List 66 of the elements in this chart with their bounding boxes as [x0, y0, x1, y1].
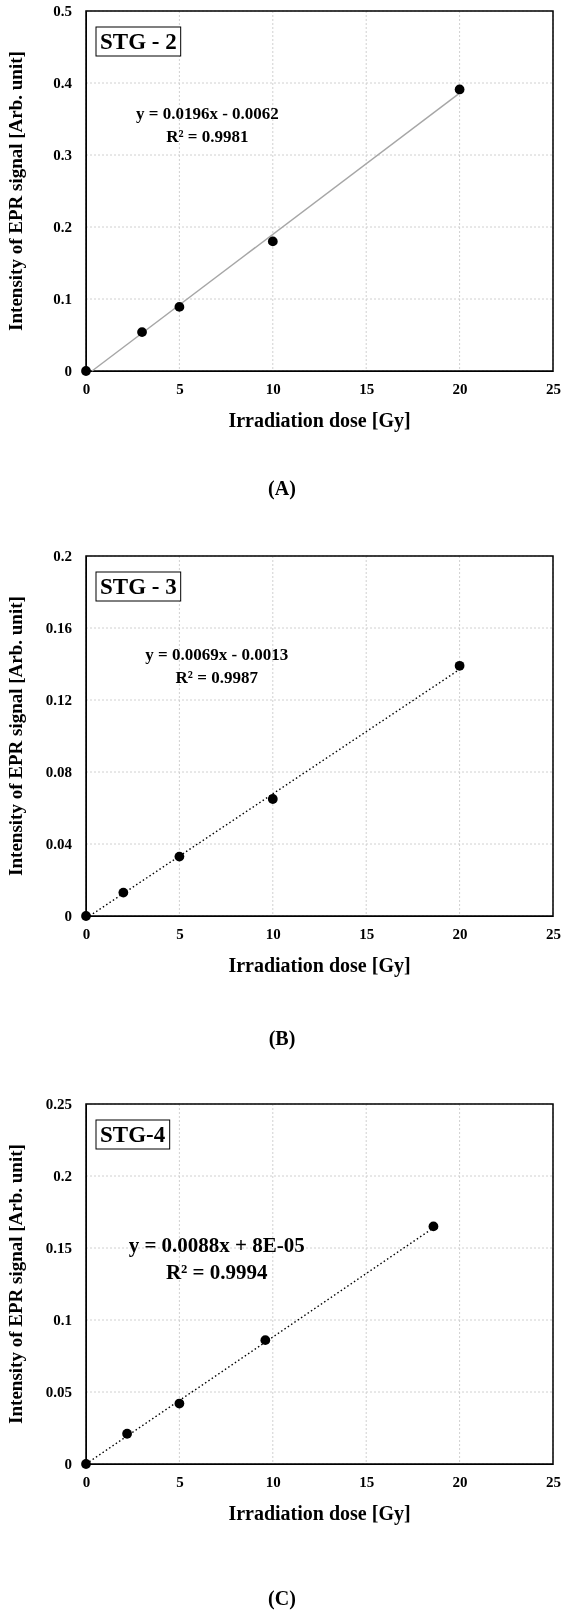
x-tick-label: 25 [546, 1473, 561, 1490]
x-tick-label: 10 [265, 1473, 281, 1490]
y-tick-label: 0.2 [53, 548, 72, 565]
point [81, 366, 91, 376]
text: (B) [268, 1027, 296, 1050]
x-tick-label: 25 [546, 380, 561, 397]
y-axis-title: Intensity of EPR signal [Arb. unit] [5, 596, 26, 876]
point [81, 1459, 91, 1469]
y-tick-label: 0.5 [53, 3, 72, 20]
x-tick-label: 5 [176, 1473, 184, 1490]
x-tick-label: 15 [359, 925, 375, 942]
x-axis-title: Irradiation dose [Gy] [228, 954, 411, 977]
x-tick-label: 10 [265, 380, 281, 397]
text: (C) [268, 1587, 296, 1610]
y-tick-label: 0.05 [45, 1384, 72, 1401]
y-tick-label: 0.08 [45, 764, 72, 781]
text: (A) [268, 477, 296, 500]
x-tick-label: 15 [359, 380, 375, 397]
point [454, 84, 465, 95]
point [267, 236, 278, 247]
y-tick-label: 0 [64, 363, 72, 380]
x-tick-label: 5 [176, 925, 184, 942]
y-tick-label: 0.15 [45, 1240, 72, 1257]
x-tick-label: 0 [82, 380, 91, 397]
annotation: y = 0.0069x - 0.0013 [145, 645, 289, 665]
annotation: y = 0.0088x + 8E-05 [128, 1232, 305, 1257]
y-tick-label: 0 [64, 1456, 72, 1473]
point [81, 911, 91, 921]
point [428, 1221, 439, 1232]
x-axis-title: Irradiation dose [Gy] [228, 409, 411, 432]
x-tick-label: 20 [452, 1473, 468, 1490]
annotation: R² = 0.9981 [166, 127, 249, 146]
x-tick-label: 25 [546, 925, 561, 942]
x-axis-title: Irradiation dose [Gy] [228, 1502, 411, 1525]
x-tick-label: 10 [265, 925, 281, 942]
x-tick-label: 20 [452, 380, 468, 397]
y-tick-label: 0.2 [53, 1168, 72, 1185]
annotation: R² = 0.9994 [165, 1259, 269, 1284]
x-tick-label: 20 [452, 925, 468, 942]
annotation: y = 0.0196x - 0.0062 [135, 104, 279, 123]
y-tick-label: 0.3 [53, 147, 72, 164]
annotation: R² = 0.9987 [175, 668, 259, 688]
point [174, 302, 185, 312]
point [174, 851, 185, 862]
x-tick-label: 0 [82, 925, 91, 942]
point [454, 660, 465, 671]
x-tick-label: 5 [176, 380, 184, 397]
y-tick-label: 0.1 [53, 1312, 72, 1329]
y-tick-label: 0.1 [53, 291, 72, 308]
y-tick-label: 0.2 [53, 219, 72, 236]
point [137, 327, 147, 337]
y-axis-title: Intensity of EPR signal [Arb. unit] [5, 51, 26, 331]
y-tick-label: 0.16 [45, 620, 73, 637]
x-tick-label: 0 [82, 1473, 91, 1490]
y-tick-label: 0.12 [45, 692, 72, 709]
y-tick-label: 0.04 [45, 836, 73, 853]
point [118, 887, 129, 898]
y-tick-label: 0.25 [45, 1096, 72, 1113]
point [267, 794, 278, 804]
y-tick-label: 0.4 [53, 75, 73, 92]
point [174, 1398, 185, 1409]
x-tick-label: 15 [359, 1473, 375, 1490]
y-tick-label: 0 [64, 908, 72, 925]
point [260, 1335, 271, 1346]
point [122, 1428, 132, 1439]
y-axis-title: Intensity of EPR signal [Arb. unit] [5, 1144, 26, 1424]
